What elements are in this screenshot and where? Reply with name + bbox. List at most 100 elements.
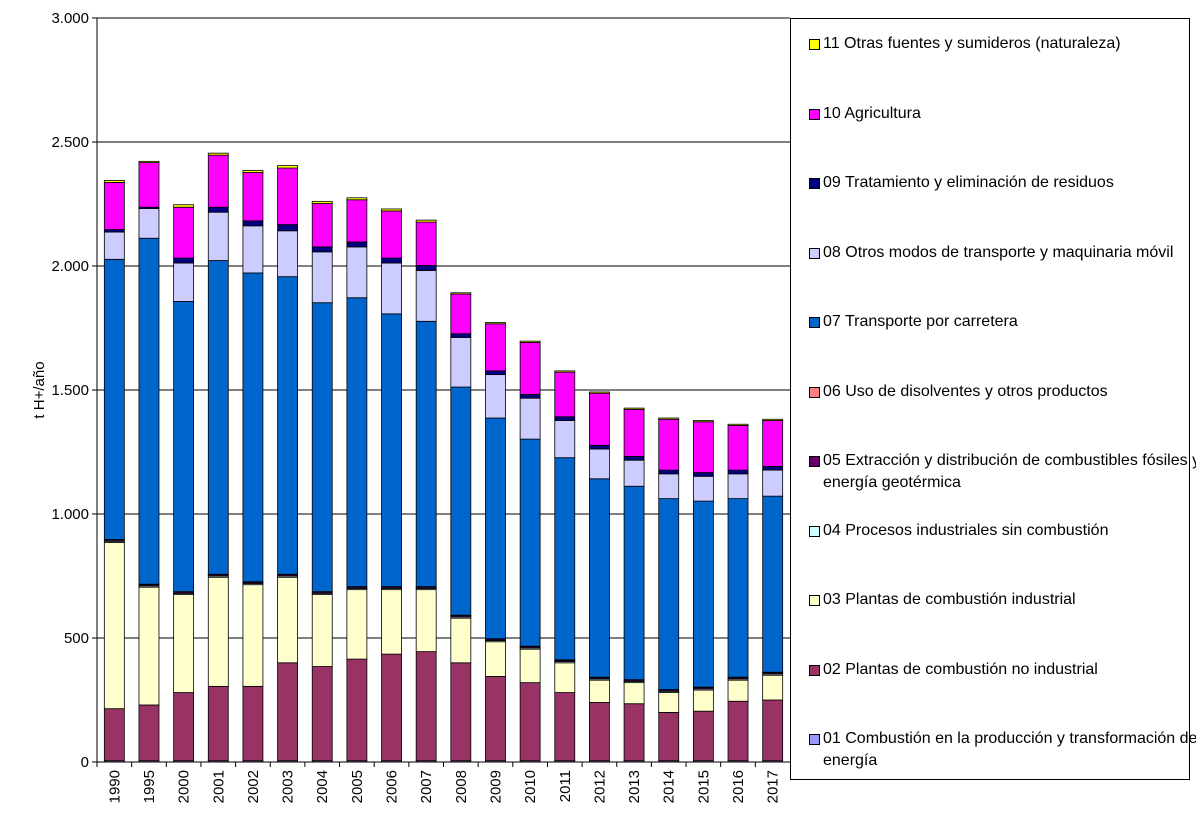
bar-segment (450, 662, 472, 762)
bar-segment (207, 206, 229, 213)
bar-segment (623, 456, 645, 461)
x-tick-label: 2012 (591, 770, 608, 803)
x-tick-label: 2014 (661, 770, 678, 803)
x-tick-label: 2007 (418, 770, 435, 803)
bar-segment (450, 337, 472, 388)
bar-segment (762, 674, 784, 701)
bar-segment (727, 425, 749, 471)
legend-item: 06 Uso de disolventes y otros productos (809, 381, 1196, 403)
bar-segment (311, 666, 333, 762)
legend-swatch (809, 317, 820, 328)
legend-label: 09 Tratamiento y eliminación de residuos (823, 174, 1114, 191)
bar-segment (658, 417, 680, 420)
x-tick-label: 2013 (626, 770, 643, 803)
bar-segment (658, 469, 680, 475)
bar-segment (103, 180, 125, 183)
legend-label: 10 Agricultura (823, 104, 921, 122)
x-tick-label: 2001 (210, 770, 227, 803)
bar-segment (381, 210, 402, 259)
bar-segment (381, 653, 402, 762)
y-axis-label: t H+/año (31, 361, 48, 418)
bar-segment (727, 700, 749, 762)
legend-item: 04 Procesos industriales sin combustión (809, 520, 1196, 542)
bar-segment (589, 448, 610, 480)
legend-label: 11 Otras fuentes y sumideros (naturaleza… (823, 35, 1121, 52)
bar-segment (415, 270, 437, 322)
bar-segment (554, 457, 576, 661)
bar-segment (762, 495, 784, 673)
bar-segment (173, 262, 195, 302)
legend-item: 01 Combustión en la producción y transfo… (809, 728, 1196, 772)
bar-segment (277, 576, 298, 664)
bar-segment (415, 265, 437, 271)
legend-swatch (809, 525, 820, 537)
bar-segment (346, 658, 368, 762)
x-tick-label: 2016 (730, 770, 747, 803)
x-tick-label: 1990 (106, 770, 123, 803)
bar-segment (727, 473, 749, 500)
bar-segment (658, 498, 680, 690)
bar-segment (519, 394, 541, 399)
bar-segment (692, 710, 714, 762)
bar-segment (242, 685, 264, 762)
bar-segment (589, 391, 610, 394)
bar-segment (554, 692, 576, 762)
legend-label: 01 Combustión en la producción y transfo… (823, 730, 1196, 769)
legend-item: 08 Otros modos de transporte y maquinari… (809, 242, 1196, 264)
legend-label: 05 Extracción y distribución de combusti… (823, 452, 1196, 491)
bar-segment (415, 219, 437, 223)
bar-segment (485, 676, 506, 762)
bar-segment (242, 170, 264, 173)
bar-segment (346, 197, 368, 201)
bar-segment (485, 323, 506, 372)
bar-segment (381, 257, 402, 264)
bar-segment (415, 221, 437, 266)
legend-label: 07 Transporte por carretera (823, 313, 1018, 330)
x-tick-label: 2006 (384, 770, 401, 803)
bar-segment (623, 459, 645, 487)
bar-segment (173, 257, 195, 264)
bar-segment (692, 475, 714, 502)
bar-segment (415, 651, 437, 762)
bar-segment (173, 594, 195, 693)
y-tick-label: 3.000 (51, 10, 89, 27)
bar-segment (103, 182, 125, 230)
bar-segment (207, 685, 229, 762)
x-tick-label: 2000 (176, 770, 193, 803)
bar-segment (381, 262, 402, 315)
y-tick-label: 1.500 (51, 382, 89, 399)
legend-item: 10 Agricultura (809, 103, 1196, 125)
legend-swatch (809, 108, 820, 120)
legend-item: 07 Transporte por carretera (809, 311, 1196, 333)
bar-segment (173, 301, 195, 593)
bar-segment (346, 199, 368, 243)
legend-swatch (809, 247, 820, 259)
bar-segment (623, 703, 645, 762)
bar-segment (381, 208, 402, 212)
x-tick-label: 2008 (453, 770, 470, 803)
bar-segment (519, 648, 541, 684)
bar-segment (554, 662, 576, 693)
legend-label: 04 Procesos industriales sin combustión (823, 521, 1109, 539)
bar-segment (623, 485, 645, 681)
bar-segment (311, 246, 333, 253)
bar-segment (658, 473, 680, 500)
bar-segment (727, 469, 749, 475)
bar-segment (311, 201, 333, 204)
bar-segment (311, 594, 333, 667)
bar-segment (173, 204, 195, 208)
bar-segment (554, 371, 576, 418)
bar-segment (277, 662, 298, 762)
bar-segment (519, 341, 541, 395)
bar-segment (623, 682, 645, 705)
bar-segment (311, 251, 333, 304)
legend-label: 02 Plantas de combustión no industrial (823, 660, 1098, 678)
legend-swatch (809, 595, 820, 606)
x-tick-label: 2004 (314, 770, 331, 803)
bar-segment (415, 589, 437, 653)
x-tick-label: 2017 (765, 770, 782, 803)
legend-swatch (809, 39, 820, 50)
bar-segment (450, 293, 472, 335)
x-tick-label: 1995 (141, 770, 158, 803)
